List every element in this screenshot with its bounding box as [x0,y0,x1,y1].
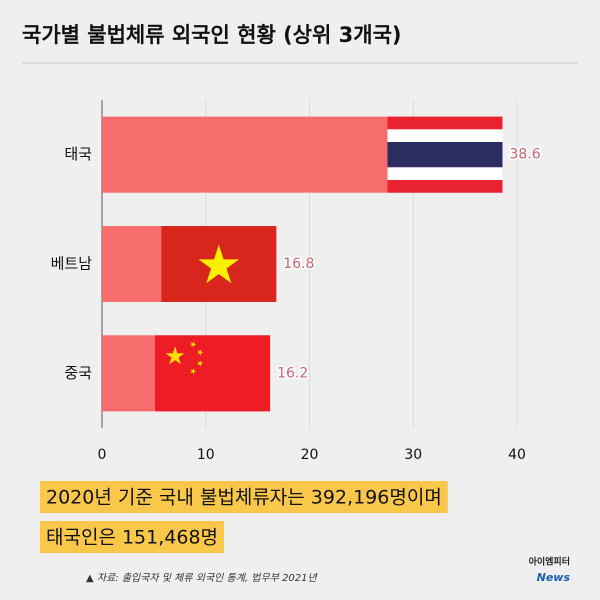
flag-stripe [387,116,503,130]
x-tick-label: 20 [301,447,319,463]
flag-star [165,346,185,365]
flag-field [155,335,271,412]
logo-news: News [537,571,571,584]
y-tick-label: 중국 [64,364,92,382]
y-tick-label: 태국 [64,145,92,163]
annotation-highlight [40,521,225,553]
flag-star [197,349,204,356]
x-tick-label: 10 [197,447,215,463]
x-tick-label: 40 [508,447,526,463]
flag-stripe [387,129,503,142]
flag-star [190,341,197,348]
value-label: 38.6 [509,147,540,163]
annotation-text: 태국인은 151,468명 [46,527,218,549]
flag-stripe [387,167,503,180]
flag-stripe [387,180,503,193]
x-tick-label: 30 [404,447,422,463]
chart-title: 국가별 불법체류 외국인 현황 (상위 3개국) [22,23,401,47]
y-tick-label: 베트남 [51,255,93,273]
annotation-text: 2020년 기준 국내 불법체류자는 392,196명이며 [46,487,442,509]
x-tick-label: 0 [98,447,107,463]
logo-text: 아이엠피터 [529,556,570,568]
value-label: 16.2 [277,365,308,381]
annotation-highlight [40,481,448,513]
flag-star [190,368,197,375]
flag-star [198,244,240,284]
value-label: 16.8 [283,256,314,272]
flag-stripe [387,142,503,168]
flag-star [197,360,204,367]
source-note: ▲ 자료: 출입국자 및 체류 외국인 통계, 법무부 2021년 [86,572,319,584]
